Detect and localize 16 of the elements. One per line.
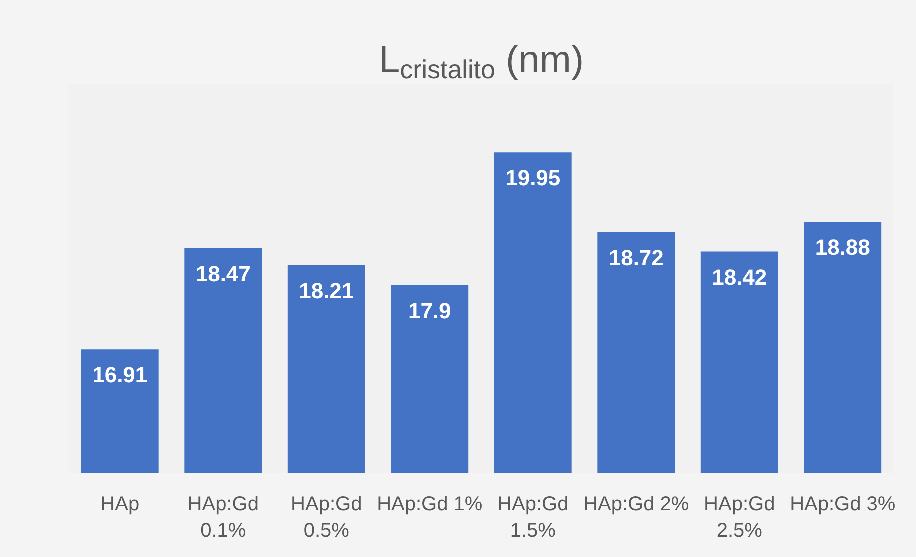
x-tick-label: HAp:Gd 1.5%	[498, 494, 569, 542]
data-label: 19.95	[506, 166, 561, 191]
data-label: 18.47	[196, 262, 251, 287]
x-tick-label: HAp:Gd 3%	[790, 494, 896, 516]
data-label: 18.72	[608, 245, 664, 270]
x-tick-label: HAp:Gd 2.5%	[704, 494, 776, 542]
data-label: 17.9	[408, 298, 452, 324]
x-tick-label: HAp:Gd 2%	[584, 494, 690, 516]
data-label: 18.88	[815, 234, 870, 260]
x-tick-label: HAp:Gd 0.5%	[291, 494, 362, 542]
x-tick-label: HAp	[100, 494, 140, 516]
x-tick-label: HAp:Gd 1%	[377, 494, 483, 516]
data-label: 18.21	[299, 278, 354, 304]
x-tick-label: HAp:Gd 0.1%	[188, 494, 259, 542]
data-label: 16.91	[92, 362, 148, 388]
data-label: 18.42	[712, 264, 768, 290]
